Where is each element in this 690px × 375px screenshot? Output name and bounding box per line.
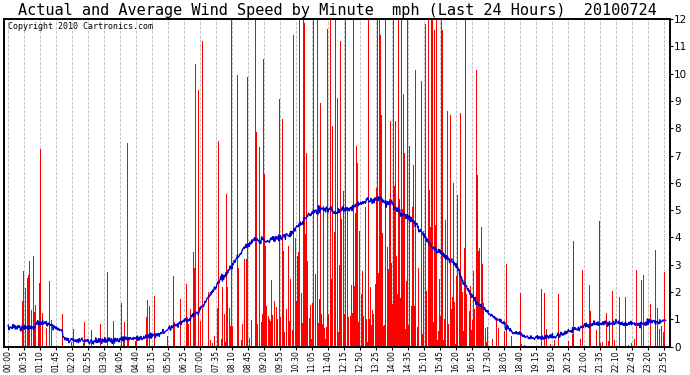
- Title: Actual and Average Wind Speed by Minute  mph (Last 24 Hours)  20100724: Actual and Average Wind Speed by Minute …: [18, 3, 656, 18]
- Text: Copyright 2010 Cartronics.com: Copyright 2010 Cartronics.com: [8, 22, 152, 31]
